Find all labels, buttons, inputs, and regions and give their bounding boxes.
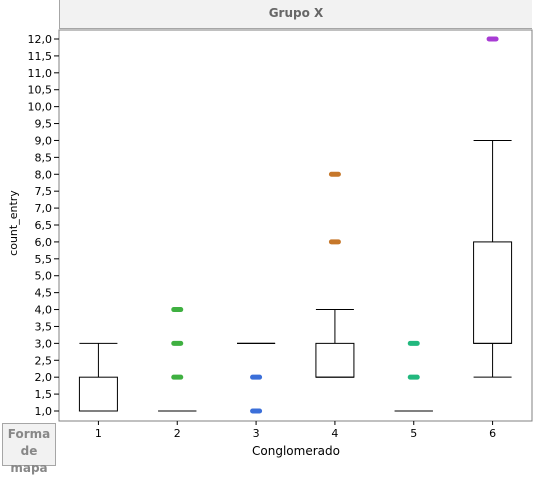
y-tick-label: 12,0 [28,33,53,46]
box-iqr [315,342,355,378]
outlier-point [328,239,341,245]
y-tick-label: 4,5 [35,287,53,300]
y-tick-label: 5,0 [35,270,53,283]
x-tick-label: 1 [95,427,102,440]
box-iqr [473,241,513,344]
box-1 [78,342,118,412]
y-tick-label: 5,5 [35,253,53,266]
box-6 [473,36,513,378]
outlier-point [250,374,263,380]
y-tick-label: 3,0 [35,337,53,350]
y-tick-label: 8,0 [35,168,53,181]
y-tick-label: 11,5 [28,50,53,63]
x-axis-title: Conglomerado [252,444,340,458]
x-tick-label: 5 [410,427,417,440]
y-tick-label: 10,0 [28,101,53,114]
chart-title: Grupo X [268,6,324,20]
outlier-point [486,36,499,42]
plot-frame [58,29,533,422]
y-tick-label: 3,5 [35,320,53,333]
y-tick-label: 9,0 [35,134,53,147]
y-tick-label: 2,5 [35,354,53,367]
box-iqr [78,376,118,412]
outlier-point [407,340,420,346]
y-tick-label: 11,0 [28,67,53,80]
y-tick-label: 1,5 [35,388,53,401]
x-tick-label: 2 [174,427,181,440]
x-tick-label: 4 [331,427,338,440]
outlier-point [171,340,184,346]
box-5 [394,340,433,412]
outlier-point [407,374,420,380]
box-3 [237,342,276,414]
y-tick-label: 1,0 [35,405,53,418]
outlier-point [171,307,184,313]
y-tick-label: 10,5 [28,84,53,97]
y-tick-label: 8,5 [35,151,53,164]
outlier-point [171,374,184,380]
box-2 [158,307,197,412]
x-tick-label: 6 [489,427,496,440]
y-tick-label: 2,0 [35,371,53,384]
y-tick-label: 7,0 [35,202,53,215]
x-tick-label: 3 [253,427,260,440]
panel-header [59,0,532,29]
y-tick-label: 6,5 [35,219,53,232]
y-tick-label: 9,5 [35,118,53,131]
outlier-point [250,408,263,414]
legend-box[interactable] [2,423,56,466]
y-tick-label: 7,5 [35,185,53,198]
box-4 [315,171,355,378]
y-tick-label: 6,0 [35,236,53,249]
y-tick-label: 4,0 [35,304,53,317]
outlier-point [328,171,341,177]
